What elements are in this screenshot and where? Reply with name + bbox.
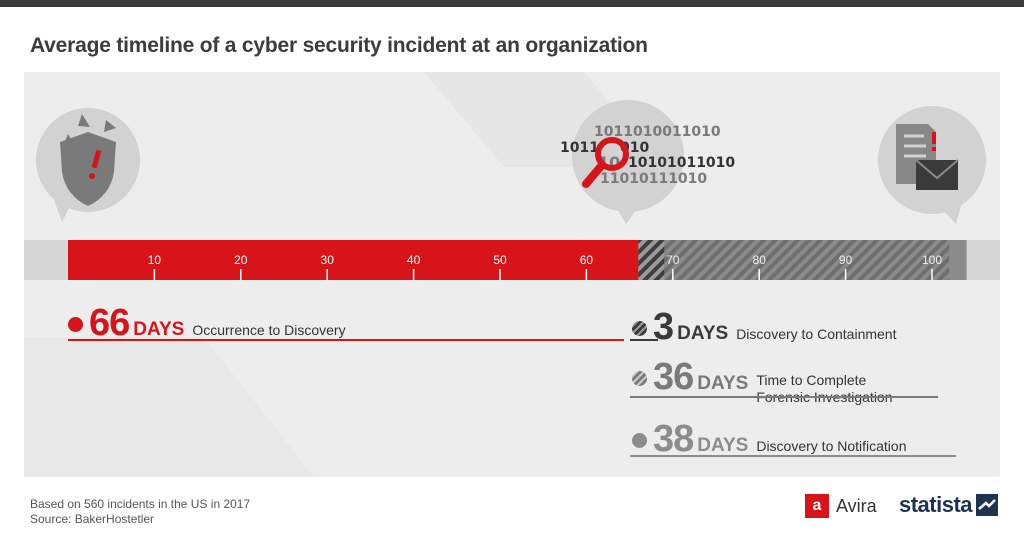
stat-number: 36	[653, 356, 694, 398]
binary-magnifier-icon: 1011010011010 1011 010 10 10101011010 11…	[560, 100, 735, 224]
tick-label-20: 20	[234, 253, 248, 267]
stat-description-line-1: Time to Complete	[756, 372, 867, 388]
stat-underline-1	[68, 339, 624, 341]
stat-occurrence-to-discovery: 66 DAYS Occurrence to Discovery	[68, 304, 346, 342]
stat-description: Discovery to Containment	[736, 326, 897, 342]
stat-forensic-investigation: 36 DAYS Time to Complete Forensic Invest…	[632, 358, 893, 410]
binary-line-6: 11010111010	[600, 171, 707, 187]
footer-source: Source: BakerHostetler	[30, 512, 155, 526]
binary-line-1: 1011010011010	[594, 124, 721, 140]
tick-label-40: 40	[407, 253, 421, 267]
stat-number: 66	[89, 302, 130, 344]
stat-unit: DAYS	[677, 323, 729, 344]
tick-label-50: 50	[493, 253, 507, 267]
tick-label-70: 70	[666, 253, 680, 267]
statista-mark-icon	[976, 494, 999, 516]
avira-wordmark: Avira	[836, 495, 877, 516]
series-marker-light-hatch	[632, 371, 647, 386]
tick-label-80: 80	[753, 253, 767, 267]
statista-wordmark: statista	[899, 492, 973, 517]
statista-logo: statista	[899, 492, 999, 518]
binary-line-5: 10101011010	[628, 155, 735, 171]
bar-forensic-investigation	[638, 240, 950, 280]
tick-label-30: 30	[321, 253, 335, 267]
bar-occurrence-to-discovery	[68, 240, 639, 280]
stat-discovery-to-containment: 3 DAYS Discovery to Containment	[632, 308, 896, 346]
document-alert-envelope-icon	[878, 106, 986, 224]
top-bar	[0, 0, 1024, 7]
broken-shield-alert-icon	[36, 108, 140, 222]
stat-underline-2	[630, 339, 658, 341]
stat-number: 3	[653, 306, 674, 348]
timeline-chart: 10 20 30 40 50 60 70 80 90 100 1011010011010 1011…	[36, 100, 986, 280]
series-marker-red	[68, 317, 83, 332]
bar-discovery-to-containment	[638, 240, 665, 280]
stat-unit: DAYS	[697, 435, 749, 456]
footer: Based on 560 incidents in the US in 2017…	[30, 497, 250, 527]
avira-mark-icon: a	[805, 494, 829, 518]
footer-note: Based on 560 incidents in the US in 2017	[30, 497, 251, 511]
stat-unit: DAYS	[697, 373, 749, 394]
chart-title: Average timeline of a cyber security inc…	[30, 34, 648, 57]
tick-label-10: 10	[148, 253, 162, 267]
chart-panel: 10 20 30 40 50 60 70 80 90 100 1011010011010 1011…	[24, 72, 1000, 477]
stat-underline-3	[630, 396, 938, 398]
tick-label-60: 60	[580, 253, 594, 267]
tick-label-90: 90	[839, 253, 853, 267]
stat-underline-4	[630, 455, 956, 457]
binary-line-2: 1011	[560, 140, 599, 156]
series-marker-gray	[632, 433, 647, 448]
stat-description: Discovery to Notification	[756, 438, 907, 454]
series-marker-dark-hatch	[632, 321, 647, 336]
avira-logo: a Avira	[805, 494, 877, 518]
stat-discovery-to-notification: 38 DAYS Discovery to Notification	[632, 420, 907, 458]
stat-description: Time to Complete Forensic Investigation	[756, 372, 892, 406]
tick-label-100: 100	[922, 253, 942, 267]
stat-description: Occurrence to Discovery	[192, 322, 346, 338]
stat-unit: DAYS	[133, 319, 185, 340]
stat-number: 38	[653, 418, 694, 460]
